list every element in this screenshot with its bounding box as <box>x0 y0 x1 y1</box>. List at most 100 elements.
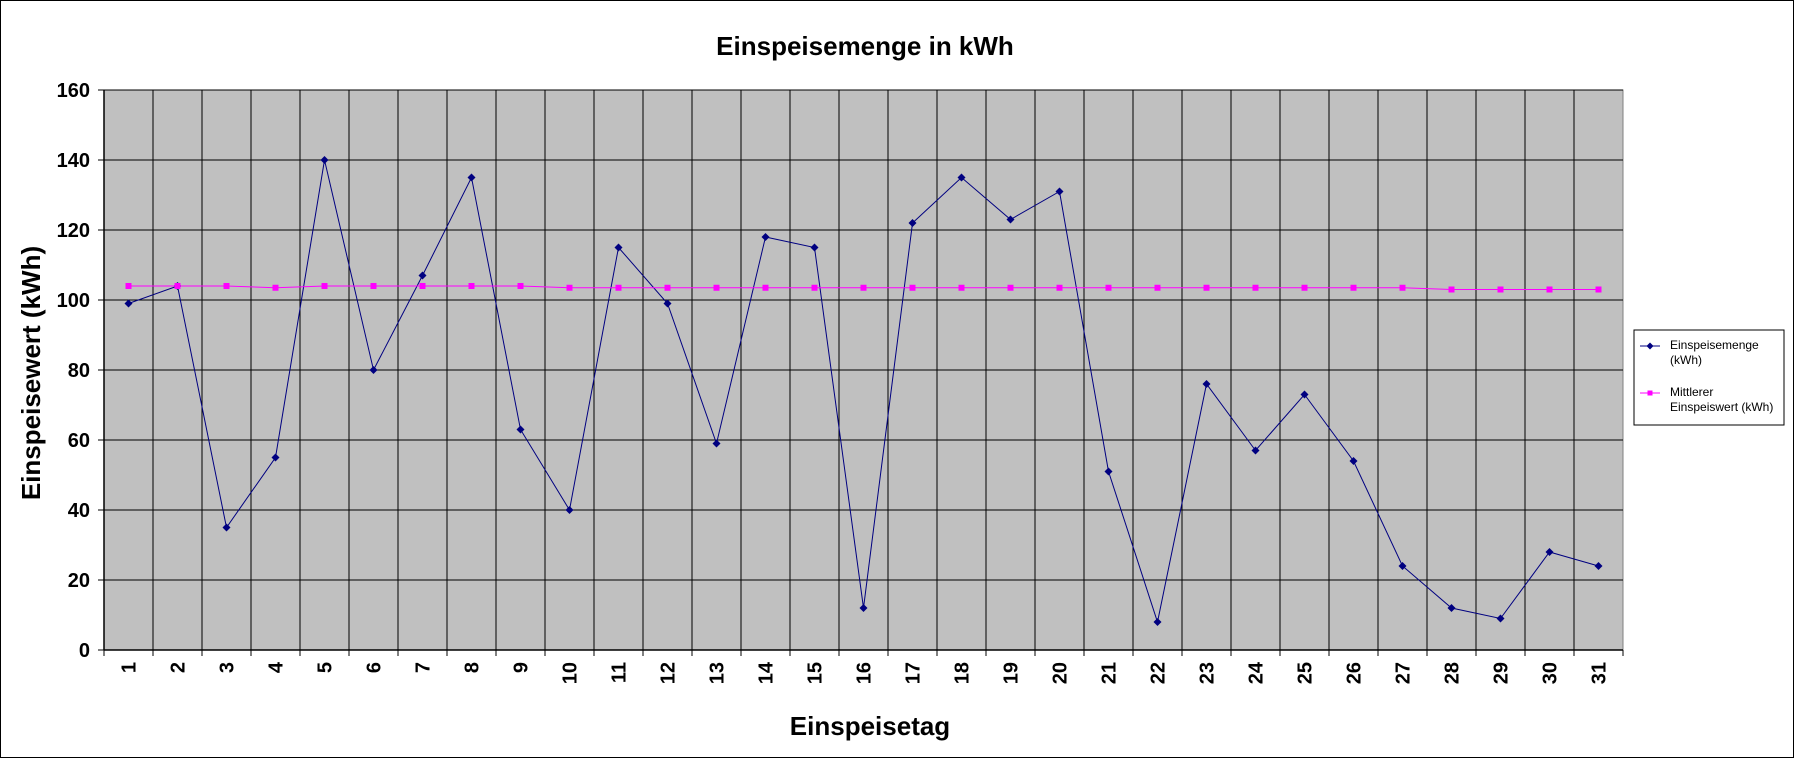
series-2-point <box>370 283 377 289</box>
x-tick-label: 1 <box>119 662 141 673</box>
series-1-point <box>1398 562 1407 570</box>
series-1-point <box>369 366 378 374</box>
y-tick-label: 0 <box>79 640 90 662</box>
y-tick-label: 20 <box>68 570 90 592</box>
series-2-point <box>1350 284 1357 291</box>
series-2-point <box>1301 284 1308 291</box>
series-1-point <box>271 453 280 462</box>
x-tick-label: 4 <box>266 661 288 673</box>
series-layer <box>124 156 1603 626</box>
x-axis-title: Einspeisetag <box>790 711 950 741</box>
series-2-point <box>1056 284 1063 291</box>
series-2-point <box>419 283 426 289</box>
y-tick-labels: 0 20 40 60 80 100 120 140 160 <box>57 80 90 662</box>
series-2-point <box>1154 284 1161 291</box>
legend-series-1-swatch-marker <box>1646 342 1654 350</box>
series-1-point <box>1153 618 1162 626</box>
series-1-point <box>614 243 623 252</box>
y-tick-label: 60 <box>68 430 90 452</box>
x-tick-label: 25 <box>1295 662 1317 684</box>
series-2-point <box>713 284 720 291</box>
series-2-point <box>174 283 181 289</box>
series-2-point <box>1399 284 1406 291</box>
series-1-point <box>712 439 721 448</box>
series-1-point <box>1104 467 1113 476</box>
series-1-point <box>1496 614 1505 623</box>
x-tick-label: 22 <box>1148 662 1170 684</box>
series-2-point <box>1007 284 1014 291</box>
x-tick-label: 15 <box>805 662 827 684</box>
series-1-point <box>565 506 574 514</box>
series-1-point <box>124 299 133 308</box>
x-tick-label: 16 <box>854 662 876 684</box>
series-2-point <box>517 283 524 289</box>
series-2-point <box>1497 286 1504 293</box>
series-1-point <box>1447 604 1456 612</box>
series-1-point <box>1545 548 1554 556</box>
series-1-point <box>222 523 231 532</box>
series-1-point <box>859 604 868 612</box>
series-1-point <box>761 233 770 241</box>
x-tick-label: 6 <box>364 662 386 673</box>
legend: Einspeisemenge(kWh) MittlererEinspeiswert… <box>1633 329 1785 426</box>
series-1-point <box>1349 457 1358 465</box>
series-2-point <box>860 284 867 291</box>
series-1-point <box>1055 187 1064 196</box>
series-1-point <box>1251 446 1260 455</box>
x-tick-label: 26 <box>1344 662 1366 684</box>
plot-area <box>98 89 1624 656</box>
series-2-point <box>1546 286 1553 293</box>
y-tick-label: 100 <box>57 290 90 312</box>
series-1-point <box>516 425 525 434</box>
series-2-point <box>1105 284 1112 291</box>
chart-title: Einspeisemenge in kWh <box>716 31 1014 61</box>
series-1-point <box>320 156 329 164</box>
series-2-point <box>664 284 671 291</box>
series-2-point <box>958 284 965 291</box>
series-1-point <box>1006 215 1015 224</box>
x-tick-label: 28 <box>1442 662 1464 684</box>
y-tick-label: 120 <box>57 220 90 242</box>
x-tick-label: 20 <box>1050 662 1072 684</box>
series-1-point <box>1594 562 1603 570</box>
series-1-point <box>1300 390 1309 399</box>
series-2-point <box>125 283 132 289</box>
legend-series-1-label: (kWh) <box>1670 353 1702 367</box>
series-1-point <box>663 299 672 308</box>
x-tick-label: 18 <box>952 662 974 684</box>
x-tick-label: 23 <box>1197 662 1219 684</box>
y-tick-label: 160 <box>57 80 90 102</box>
x-tick-labels: 1 2 3 4 5 6 7 8 9 10 11 12 13 14 15 16 17 18 19 20 21 22 23 24 2… <box>119 661 1611 684</box>
x-tick-label: 17 <box>903 662 925 684</box>
series-1-point <box>957 173 966 182</box>
x-tick-label: 11 <box>609 662 631 683</box>
series-2-point <box>1448 286 1455 293</box>
series-2-point <box>811 284 818 291</box>
series-1-point <box>1202 380 1211 388</box>
legend-series-2-label: Einspeiswert (kWh) <box>1670 400 1773 414</box>
series-2-point <box>1252 284 1259 291</box>
x-tick-label: 21 <box>1099 662 1121 684</box>
series-2-point <box>223 283 230 289</box>
series-1-point <box>810 243 819 252</box>
y-tick-label: 80 <box>68 360 90 382</box>
series-2-point <box>566 284 573 291</box>
x-tick-label: 24 <box>1246 661 1268 684</box>
series-1-point <box>908 219 917 227</box>
y-tick-label: 140 <box>57 150 90 172</box>
series-1-point <box>418 271 427 280</box>
x-tick-label: 12 <box>658 662 680 684</box>
x-tick-label: 3 <box>217 662 239 673</box>
x-tick-label: 13 <box>707 662 729 684</box>
x-tick-label: 5 <box>315 662 337 673</box>
x-tick-label: 27 <box>1393 662 1415 684</box>
x-tick-label: 7 <box>413 662 435 673</box>
series-2-point <box>468 283 475 289</box>
series-1-point <box>467 173 476 182</box>
x-tick-label: 19 <box>1001 662 1023 684</box>
x-tick-label: 31 <box>1589 662 1611 684</box>
series-2-point <box>615 284 622 291</box>
y-tick-label: 40 <box>68 500 90 522</box>
